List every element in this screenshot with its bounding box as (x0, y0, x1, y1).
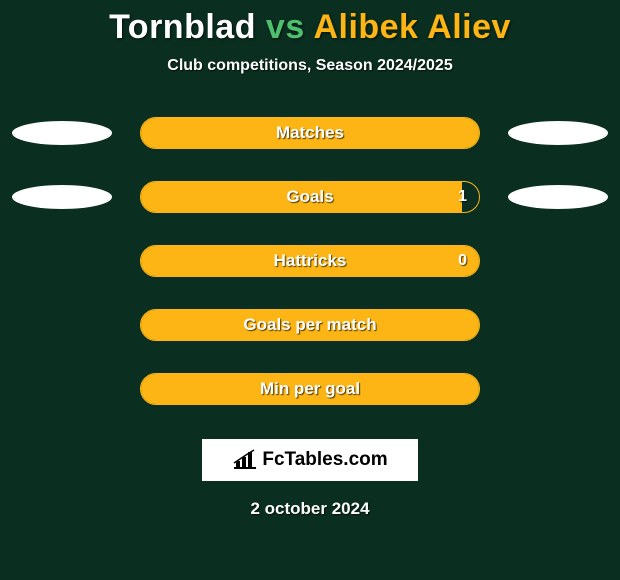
player2-name: Alibek Aliev (313, 8, 510, 46)
stat-row: Goals per match (0, 309, 620, 355)
bars-icon (232, 449, 256, 471)
player2-marker (508, 121, 608, 145)
stat-row: Goals1 (0, 181, 620, 227)
stat-row: Matches (0, 117, 620, 163)
stat-label: Min per goal (141, 374, 479, 404)
stat-bar: Hattricks0 (140, 245, 480, 277)
stat-label: Goals per match (141, 310, 479, 340)
player1-marker (12, 121, 112, 145)
stat-row: Min per goal (0, 373, 620, 419)
stat-row: Hattricks0 (0, 245, 620, 291)
stat-bar: Min per goal (140, 373, 480, 405)
stat-label: Matches (141, 118, 479, 148)
stat-label: Hattricks (141, 246, 479, 276)
date: 2 october 2024 (0, 499, 620, 519)
player1-marker (12, 185, 112, 209)
vs-text: vs (266, 8, 305, 46)
stat-bar: Goals1 (140, 181, 480, 213)
logo-box: FcTables.com (202, 439, 418, 481)
player2-marker (508, 185, 608, 209)
logo-text: FcTables.com (262, 449, 387, 471)
stat-label: Goals (141, 182, 479, 212)
player1-name: Tornblad (109, 8, 256, 46)
stat-value: 0 (458, 246, 467, 276)
subtitle: Club competitions, Season 2024/2025 (0, 57, 620, 75)
stat-value: 1 (458, 182, 467, 212)
stat-bar: Goals per match (140, 309, 480, 341)
comparison-title: Tornblad vs Alibek Aliev (0, 0, 620, 47)
stat-bar: Matches (140, 117, 480, 149)
